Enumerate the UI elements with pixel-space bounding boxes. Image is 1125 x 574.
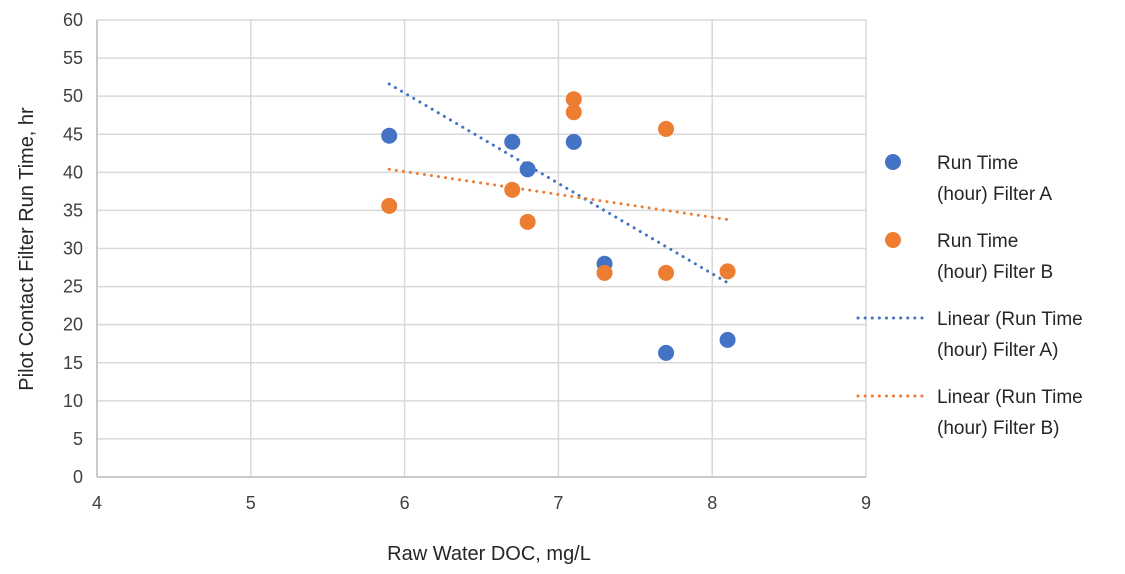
legend-item: Run Time (hour) Filter B xyxy=(885,231,1053,283)
y-axis-title: Pilot Contact Filter Run Time, hr xyxy=(16,107,38,391)
legend-label: (hour) Filter A) xyxy=(937,340,1058,361)
y-tick-label: 40 xyxy=(63,162,83,182)
data-point xyxy=(565,91,582,108)
y-tick-label: 25 xyxy=(63,277,83,297)
x-tick-label: 9 xyxy=(861,493,871,513)
y-tick-label: 0 xyxy=(73,467,83,487)
legend-label: (hour) Filter A xyxy=(937,184,1052,205)
data-point xyxy=(519,161,536,178)
legend-label: Run Time xyxy=(937,231,1018,252)
y-tick-label: 60 xyxy=(63,10,83,30)
axes xyxy=(96,20,866,478)
data-point xyxy=(381,197,398,214)
data-point xyxy=(719,331,736,348)
x-tick-label: 5 xyxy=(246,493,256,513)
grid-lines xyxy=(96,19,867,478)
x-axis-title: Raw Water DOC, mg/L xyxy=(387,543,591,565)
data-point xyxy=(596,264,613,281)
legend-marker xyxy=(885,232,901,248)
legend-item: Linear (Run Time (hour) Filter A) xyxy=(856,309,1083,361)
data-point xyxy=(504,133,521,150)
data-point xyxy=(565,104,582,121)
data-point xyxy=(565,133,582,150)
trendlines xyxy=(387,82,730,285)
data-point xyxy=(381,127,398,144)
data-point xyxy=(719,263,736,280)
legend-item: Run Time (hour) Filter A xyxy=(885,153,1052,205)
trendline xyxy=(387,167,730,222)
y-tick-labels: 0 5 10 15 20 25 30 35 40 45 50 55 60 xyxy=(63,10,83,487)
y-tick-label: 55 xyxy=(63,48,83,68)
y-tick-label: 10 xyxy=(63,391,83,411)
legend-label: Linear (Run Time xyxy=(937,387,1083,408)
x-tick-label: 6 xyxy=(400,493,410,513)
y-tick-label: 50 xyxy=(63,86,83,106)
legend-marker xyxy=(885,154,901,170)
legend-label: Run Time xyxy=(937,153,1018,174)
legend-label: Linear (Run Time xyxy=(937,309,1083,330)
legend: Run Time (hour) Filter A Run Time (hour) Fi… xyxy=(856,153,1083,439)
data-points xyxy=(381,91,736,361)
data-point xyxy=(504,181,521,198)
trendline xyxy=(387,82,730,285)
x-tick-labels: 4 5 6 7 8 9 xyxy=(92,493,871,513)
legend-label: (hour) Filter B) xyxy=(937,418,1059,439)
data-point xyxy=(658,344,675,361)
y-tick-label: 15 xyxy=(63,353,83,373)
legend-item: Linear (Run Time (hour) Filter B) xyxy=(856,387,1083,439)
x-tick-label: 7 xyxy=(553,493,563,513)
x-tick-label: 8 xyxy=(707,493,717,513)
x-tick-label: 4 xyxy=(92,493,102,513)
y-tick-label: 30 xyxy=(63,239,83,259)
y-tick-label: 35 xyxy=(63,200,83,220)
y-tick-label: 45 xyxy=(63,124,83,144)
data-point xyxy=(658,120,675,137)
y-tick-label: 20 xyxy=(63,315,83,335)
data-point xyxy=(519,213,536,230)
data-point xyxy=(658,264,675,281)
legend-label: (hour) Filter B xyxy=(937,262,1053,283)
y-tick-label: 5 xyxy=(73,429,83,449)
